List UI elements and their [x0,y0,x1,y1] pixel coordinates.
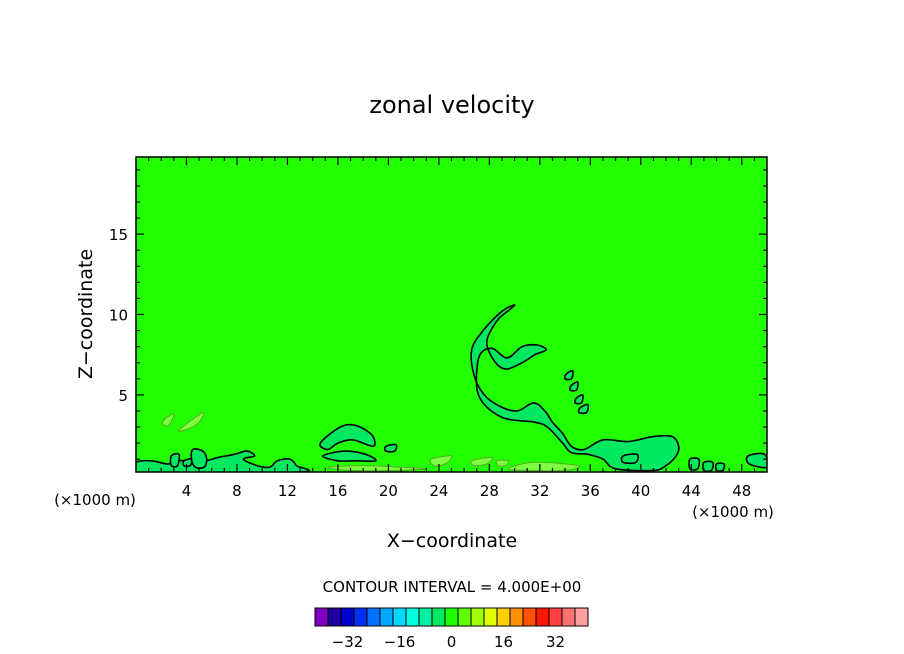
contour-negative-22 [714,462,726,472]
contour-positive-3 [469,456,494,467]
x-tick-label: 24 [429,482,448,500]
colorbar-tick-label: −16 [384,633,416,651]
contour-negative-19 [190,448,208,469]
contour-negative-9 [568,381,579,392]
contour-positive-2 [429,455,453,467]
x-tick-label: 20 [379,482,398,500]
colorbar-swatch [431,607,446,627]
contour-negative-7 [470,304,680,472]
contour-negative-13 [319,423,376,451]
contour-positive-6 [507,461,580,472]
contour-negative-14 [321,450,377,463]
colorbar-swatch [392,607,407,627]
x-axis-label: X−coordinate [387,530,517,552]
colorbar-tick-label: 16 [494,633,513,651]
contour-positive-1 [178,411,205,432]
contour-negative-10 [574,393,584,405]
plot-area [136,157,767,472]
colorbar-swatch [314,607,329,627]
x-tick-label: 44 [682,482,701,500]
x-tick-label: 40 [631,482,650,500]
contour-negative-12 [620,453,639,465]
x-tick-label: 32 [530,482,549,500]
colorbar-swatch [470,607,485,627]
colorbar-swatch [379,607,394,627]
colorbar-swatch [509,607,524,627]
contour-negative-15 [383,443,398,453]
colorbar-tick-label: −32 [332,633,364,651]
colorbar-tick-label: 0 [447,633,457,651]
colorbar-swatch [366,607,381,627]
colorbar-swatch [535,607,550,627]
colorbar-swatch [327,607,342,627]
x-units-left: (×1000 m) [54,491,136,509]
x-tick-label: 4 [182,482,192,500]
contour-negative-8 [563,369,574,381]
y-tick-label: 10 [109,307,128,325]
colorbar-swatch [561,607,576,627]
colorbar-swatch [405,607,420,627]
chart-title: zonal velocity [369,91,534,119]
colorbar-swatch [457,607,472,627]
colorbar-swatch [444,607,459,627]
x-tick-label: 28 [480,482,499,500]
y-axis-label: Z−coordinate [75,249,97,379]
colorbar-labels: −32 −16 0 16 32 [332,633,565,651]
colorbar-tick-label: 32 [546,633,565,651]
colorbar-swatch [522,607,537,627]
x-tick-label: 36 [581,482,600,500]
y-tick-label: 5 [118,387,128,405]
x-tick-label: 16 [328,482,347,500]
x-tick-label: 8 [232,482,242,500]
contour-positive-0 [161,413,175,427]
colorbar-swatch [483,607,498,627]
contour-negative-21 [702,460,715,472]
colorbar [314,607,589,627]
x-units-right: (×1000 m) [692,503,774,521]
y-tick-label: 15 [109,226,128,244]
colorbar-swatch [574,607,589,627]
colorbar-swatch [418,607,433,627]
contour-positive-4 [495,459,510,467]
colorbar-swatch [548,607,563,627]
colorbar-swatch [353,607,368,627]
x-tick-label: 48 [732,482,751,500]
contour-negative-11 [577,403,590,415]
x-tick-label: 12 [278,482,297,500]
contour-lines [136,304,767,472]
contour-negative-20 [688,457,701,471]
contour-negative-18 [182,458,193,468]
contour-negative-23 [745,452,767,469]
colorbar-swatch [340,607,355,627]
contour-negative-17 [169,452,181,468]
colorbar-swatch [496,607,511,627]
contour-interval-label: CONTOUR INTERVAL = 4.000E+00 [323,578,582,596]
